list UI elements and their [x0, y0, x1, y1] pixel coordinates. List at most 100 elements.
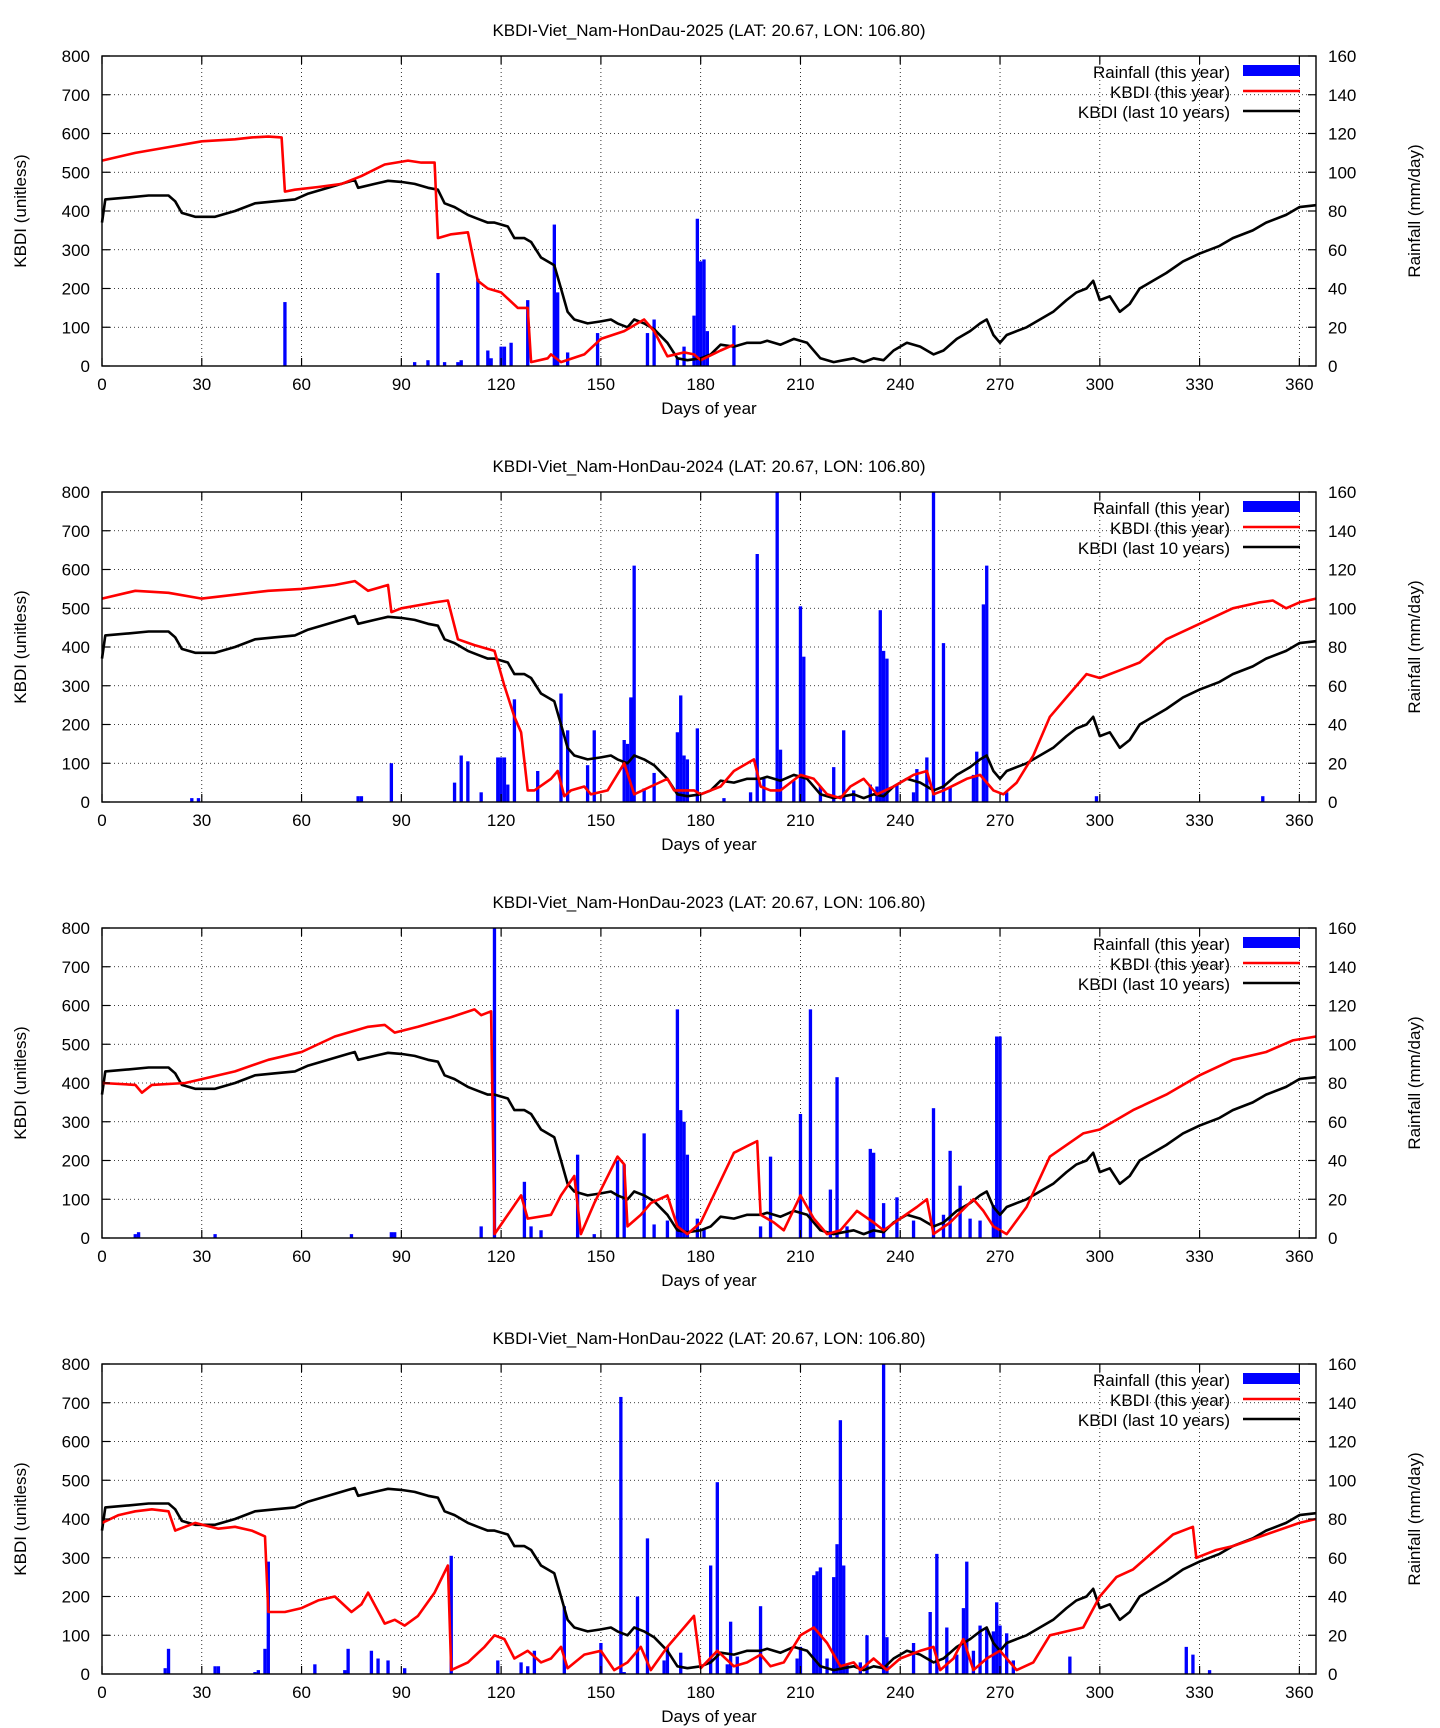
rainfall-bar: [389, 1232, 394, 1238]
rainfall-bar: [895, 784, 899, 802]
rainfall-bar: [519, 1662, 523, 1674]
y-right-tick-label: 120: [1328, 1433, 1356, 1452]
rainfall-bar: [755, 554, 759, 802]
x-tick-label: 300: [1086, 1247, 1114, 1266]
x-tick-label: 210: [786, 811, 814, 830]
rainfall-bar: [283, 302, 287, 366]
y-left-tick-label: 300: [62, 1549, 90, 1568]
rainfall-bar: [692, 315, 696, 366]
rainfall-bar: [403, 1668, 407, 1674]
x-tick-label: 210: [786, 1247, 814, 1266]
y-right-tick-label: 80: [1328, 1510, 1347, 1529]
rainfall-bar: [985, 565, 989, 802]
rainfall-bar: [971, 1650, 976, 1674]
kbdi-this-year-line: [101, 579, 1317, 800]
y-right-tick-label: 60: [1328, 677, 1347, 696]
rainfall-bar: [832, 767, 836, 802]
y-right-tick-label: 140: [1328, 522, 1356, 541]
rainfall-bar: [685, 1154, 690, 1238]
y-left-tick-label: 500: [62, 1035, 90, 1054]
x-tick-label: 60: [292, 1683, 311, 1702]
x-tick-label: 180: [686, 375, 714, 394]
legend-label: Rainfall (this year): [1093, 63, 1230, 82]
x-tick-label: 150: [587, 1683, 615, 1702]
rainfall-bar: [346, 1648, 350, 1674]
rainfall-bar: [645, 333, 650, 366]
rainfall-bar: [479, 1226, 483, 1238]
rainfall-bar: [376, 1658, 380, 1674]
rainfall-bar: [679, 695, 683, 802]
x-tick-label: 150: [587, 375, 615, 394]
y-right-tick-label: 120: [1328, 125, 1356, 144]
rainfall-bar: [652, 1224, 656, 1238]
rainfall-bar: [642, 788, 646, 802]
rainfall-bar: [552, 224, 557, 366]
chart-title: KBDI-Viet_Nam-HonDau-2024 (LAT: 20.67, L…: [492, 457, 925, 476]
x-tick-label: 300: [1086, 375, 1114, 394]
x-tick-label: 120: [487, 1683, 515, 1702]
rainfall-bar: [795, 1658, 799, 1674]
rainfall-bar: [622, 1164, 626, 1238]
rainfall-bar: [163, 1668, 167, 1674]
y-left-tick-label: 200: [62, 1588, 90, 1607]
y-left-tick-label: 600: [62, 561, 90, 580]
rainfall-bar: [778, 749, 783, 802]
rainfall-bar: [595, 333, 600, 366]
y-right-tick-label: 140: [1328, 86, 1356, 105]
rainfall-bar: [565, 730, 570, 802]
y-right-axis-label: Rainfall (mm/day): [1405, 1452, 1424, 1585]
chart-title: KBDI-Viet_Nam-HonDau-2023 (LAT: 20.67, L…: [492, 893, 925, 912]
x-tick-label: 210: [786, 1683, 814, 1702]
rainfall-bar: [190, 798, 194, 802]
x-tick-label: 330: [1185, 811, 1213, 830]
rainfall-bar: [136, 1232, 141, 1238]
rainfall-bar: [1184, 1646, 1188, 1674]
y-right-axis-label: Rainfall (mm/day): [1405, 144, 1424, 277]
x-tick-label: 60: [292, 375, 311, 394]
rainfall-bar: [536, 771, 540, 802]
y-left-tick-label: 700: [62, 1394, 90, 1413]
rainfall-bar: [592, 730, 596, 802]
rainfall-bar: [1261, 796, 1265, 802]
rainfall-bar: [955, 1654, 959, 1674]
rainfall-bar: [196, 798, 201, 802]
rainfall-bar: [758, 1606, 763, 1674]
y-left-tick-label: 200: [62, 1152, 90, 1171]
rainfall-bar: [499, 346, 503, 366]
rainfall-bar: [1005, 1633, 1009, 1674]
kbdi-this-year-line: [101, 1508, 1317, 1672]
legend-label: Rainfall (this year): [1093, 499, 1230, 518]
rainfall-bar: [532, 1650, 537, 1674]
rainfall-bar: [356, 796, 360, 802]
legend-label: Rainfall (this year): [1093, 935, 1230, 954]
rainfall-bar: [695, 218, 700, 366]
y-left-tick-label: 300: [62, 241, 90, 260]
rainfall-bar: [502, 757, 507, 802]
kbdi-last-10-years-line: [100, 614, 1317, 800]
y-right-tick-label: 20: [1328, 1190, 1347, 1209]
rainfall-bar: [506, 784, 510, 802]
rainfall-bar: [489, 358, 493, 366]
rainfall-bar: [213, 1666, 217, 1674]
rainfall-bar: [456, 362, 460, 366]
rainfall-bar: [679, 1652, 683, 1674]
y-left-tick-label: 200: [62, 716, 90, 735]
legend-label: KBDI (last 10 years): [1078, 975, 1230, 994]
x-tick-label: 60: [292, 811, 311, 830]
y-right-tick-label: 20: [1328, 318, 1347, 337]
rainfall-bar: [442, 362, 447, 366]
kbdi-last-10-years-line: [100, 1050, 1317, 1236]
rainfall-bar: [133, 1234, 137, 1238]
x-tick-label: 30: [192, 1683, 211, 1702]
y-right-tick-label: 100: [1328, 1035, 1356, 1054]
x-tick-label: 180: [686, 1247, 714, 1266]
x-tick-label: 30: [192, 811, 211, 830]
rainfall-bar: [313, 1664, 317, 1674]
x-tick-label: 0: [97, 1247, 106, 1266]
y-left-tick-label: 0: [81, 1229, 90, 1248]
rainfall-bar: [349, 1234, 354, 1238]
y-left-tick-label: 600: [62, 1433, 90, 1452]
rainfall-bar: [828, 1189, 833, 1238]
rainfall-bar: [705, 331, 709, 366]
y-right-tick-label: 160: [1328, 483, 1356, 502]
